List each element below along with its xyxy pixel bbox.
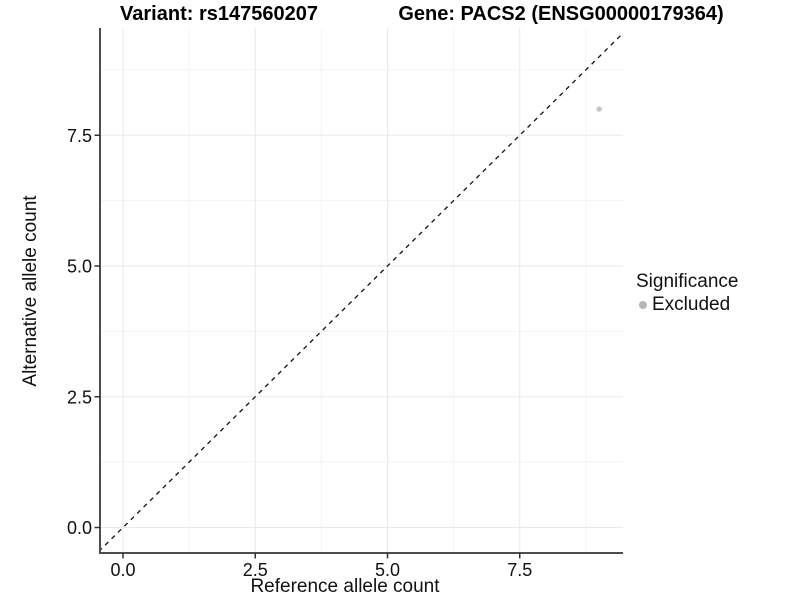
y-tick-label: 7.5 — [67, 126, 92, 146]
legend: Significance Excluded — [635, 271, 738, 316]
data-point — [596, 106, 602, 112]
plot-title-gene: Gene: PACS2 (ENSG00000179364) — [398, 3, 724, 25]
legend-title: Significance — [636, 271, 739, 292]
x-axis-title: Reference allele count — [250, 576, 440, 597]
legend-item-label: Excluded — [652, 294, 731, 315]
plot-title-variant: Variant: rs147560207 — [120, 3, 318, 25]
y-tick-label: 2.5 — [67, 387, 92, 407]
legend-item-excluded: Excluded — [635, 294, 738, 316]
legend-marker-circle-icon — [639, 301, 647, 309]
identity-dashed-line — [100, 32, 623, 552]
x-tick-label: 7.5 — [507, 560, 532, 580]
y-tick-label: 0.0 — [67, 518, 92, 538]
x-tick-label: 2.5 — [243, 560, 268, 580]
x-tick-label: 0.0 — [110, 560, 135, 580]
y-tick-label: 5.0 — [67, 257, 92, 277]
x-tick-label: 5.0 — [375, 560, 400, 580]
